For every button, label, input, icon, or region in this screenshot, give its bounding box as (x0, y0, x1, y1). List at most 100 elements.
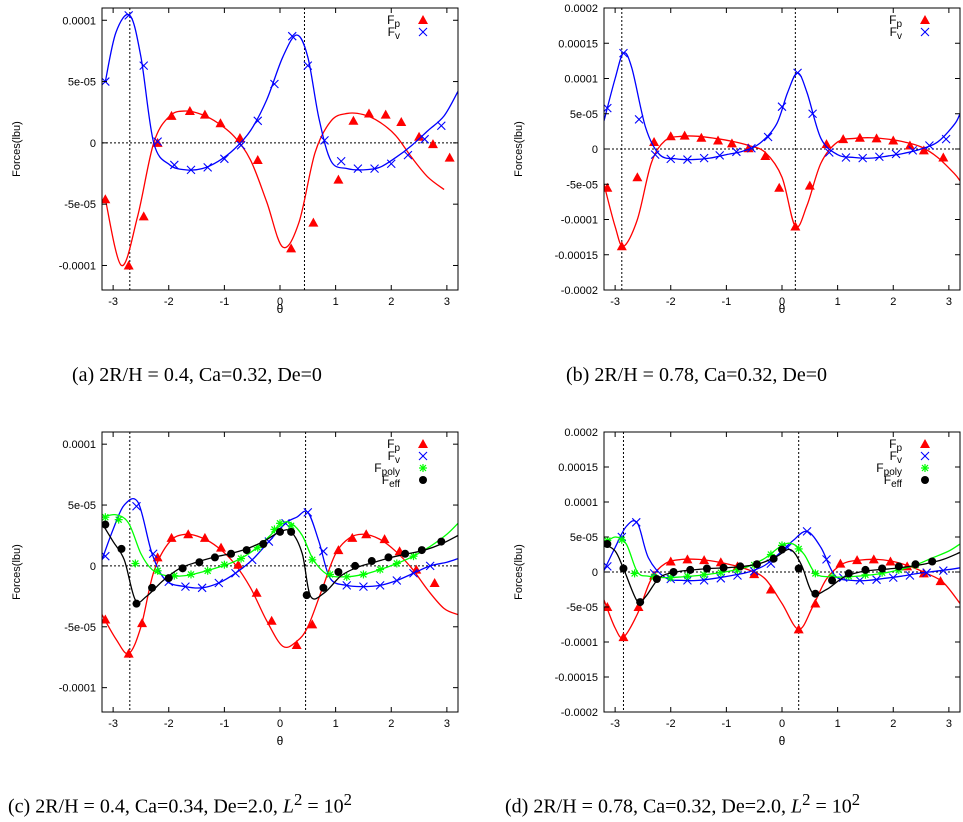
data-point-p (183, 529, 194, 539)
y-tick-label: 0.00015 (558, 462, 598, 474)
data-point-v (375, 581, 385, 590)
data-point-p (854, 132, 865, 142)
chart-panel-b: -3 -2 -1 0 1 2 3 0.0002 0.00015 0.0001 5e-05 0 -5e-0… (513, 3, 961, 316)
data-point-poly (153, 566, 162, 575)
y-tick-label: 5e-05 (68, 77, 96, 89)
legend-label-p: Fp (387, 437, 400, 454)
data-point-v (409, 568, 418, 578)
x-tick-label: 2 (890, 718, 896, 730)
data-point-eff (164, 574, 173, 583)
legend-marker-eff (419, 476, 427, 484)
legend-label-v: Fv (890, 449, 902, 466)
x-tick-label: 2 (890, 296, 896, 308)
y-tick-label: -0.00015 (555, 250, 598, 262)
x-axis-label: θ (779, 734, 786, 748)
series-line-p (604, 135, 960, 247)
data-point-poly (187, 570, 195, 579)
data-point-eff (811, 589, 820, 598)
data-point-eff (861, 565, 870, 574)
data-point-eff (351, 561, 360, 570)
x-tick-label: 0 (779, 718, 785, 730)
data-point-eff (669, 568, 678, 576)
legend-label-p: Fp (889, 437, 902, 454)
data-point-eff (287, 527, 296, 536)
data-point-eff (752, 560, 761, 569)
legend-marker-poly (419, 464, 427, 472)
data-point-p (286, 243, 297, 253)
data-point-eff (636, 598, 645, 607)
y-tick-label: -0.0001 (561, 637, 598, 649)
y-tick-label: -5e-05 (566, 602, 598, 614)
data-point-poly (326, 570, 335, 579)
data-point-v (403, 150, 413, 160)
series-line-v (102, 497, 458, 589)
data-point-poly (811, 569, 820, 578)
data-point-eff (844, 569, 853, 578)
data-point-eff (148, 583, 157, 592)
data-point-p (810, 598, 821, 608)
x-tick-label: -3 (610, 718, 620, 730)
data-point-p (835, 558, 846, 568)
data-point-p (152, 552, 163, 562)
data-point-v (925, 141, 934, 150)
y-axis-label: Forces(lbu) (513, 544, 525, 600)
data-point-eff (894, 562, 903, 571)
data-point-eff (878, 564, 887, 573)
data-point-p (234, 132, 245, 142)
data-point-v (236, 140, 246, 150)
data-point-p (885, 556, 896, 566)
data-point-v (420, 134, 430, 144)
data-point-v (604, 103, 612, 113)
y-tick-label: 0.0001 (62, 439, 96, 451)
data-point-v (699, 153, 709, 163)
data-point-v (793, 68, 802, 78)
data-point-p (633, 602, 644, 611)
data-point-eff (437, 537, 446, 546)
data-point-p (216, 542, 227, 552)
data-point-eff (736, 562, 745, 571)
data-point-eff (794, 564, 803, 573)
data-point-v (124, 10, 134, 20)
legend-marker-eff (921, 476, 929, 484)
chart-panel-c: -3 -2 -1 0 1 2 3 0.0001 5e-05 0 -5e-05 -0.0001 θ Forc… (11, 431, 459, 748)
data-point-v (392, 576, 402, 585)
caption-d: (d) 2R/H = 0.78, Ca=0.32, De=2.0, L2 = 1… (505, 790, 861, 818)
data-point-v (874, 152, 884, 162)
plot-area (102, 10, 458, 270)
data-point-poly (276, 519, 284, 528)
data-point-p (888, 135, 899, 145)
y-tick-label: -5e-05 (64, 622, 96, 634)
data-point-eff (102, 520, 110, 529)
data-point-eff (384, 553, 393, 562)
y-tick-label: -0.00015 (555, 672, 598, 684)
data-point-v (777, 102, 787, 112)
data-point-poly (683, 572, 692, 581)
data-point-poly (376, 565, 385, 574)
data-point-eff (195, 558, 204, 567)
data-point-p (379, 534, 390, 544)
data-point-v (303, 61, 313, 71)
y-tick-label: 5e-05 (68, 500, 96, 512)
caption-a: (a) 2R/H = 0.4, Ca=0.32, De=0 (72, 364, 322, 386)
data-point-v (872, 575, 881, 585)
data-point-v (631, 517, 641, 527)
data-point-poly (617, 535, 626, 544)
data-point-p (616, 241, 627, 251)
y-tick-label: 0 (592, 567, 598, 579)
data-point-eff (769, 554, 778, 563)
data-point-p (713, 135, 724, 145)
data-point-v (148, 549, 158, 559)
data-point-p (266, 615, 277, 625)
data-point-poly (409, 552, 418, 561)
data-point-eff (928, 557, 937, 566)
y-tick-label: 0 (592, 144, 598, 156)
data-point-p (760, 151, 771, 161)
x-tick-label: 1 (835, 718, 841, 730)
data-point-poly (203, 566, 212, 575)
x-tick-label: -2 (666, 718, 676, 730)
data-point-p (166, 532, 177, 542)
data-point-poly (392, 559, 401, 568)
data-point-v (841, 153, 851, 162)
data-point-eff (210, 553, 219, 562)
data-point-eff (227, 549, 236, 558)
